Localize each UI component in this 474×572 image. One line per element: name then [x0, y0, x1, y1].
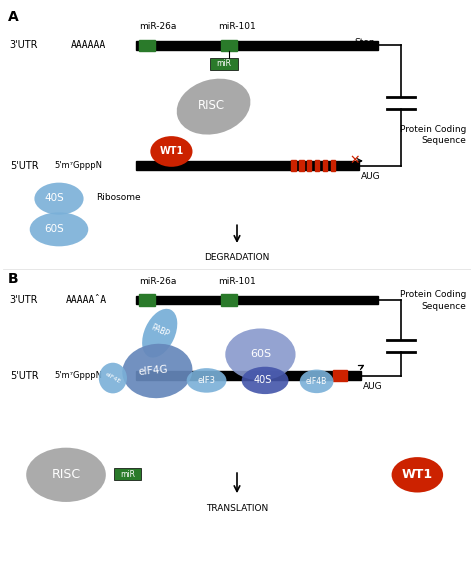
- Text: eIF4G: eIF4G: [137, 365, 168, 378]
- Text: eIF4B: eIF4B: [306, 377, 327, 386]
- Text: Stop: Stop: [354, 38, 375, 47]
- Ellipse shape: [35, 182, 83, 214]
- Bar: [137, 371, 361, 380]
- Text: miR: miR: [217, 59, 231, 68]
- Bar: [220, 39, 237, 51]
- Ellipse shape: [392, 457, 443, 492]
- Text: WT1: WT1: [402, 468, 433, 481]
- Text: RISC: RISC: [198, 99, 225, 112]
- FancyBboxPatch shape: [210, 58, 238, 70]
- Text: TRANSLATION: TRANSLATION: [206, 504, 268, 513]
- Text: WT1: WT1: [159, 146, 183, 157]
- Text: RISC: RISC: [52, 468, 81, 481]
- Ellipse shape: [26, 448, 106, 502]
- Text: miR: miR: [120, 470, 135, 479]
- Text: Protein Coding
Sequence: Protein Coding Sequence: [400, 290, 466, 311]
- Ellipse shape: [177, 78, 250, 134]
- Bar: [220, 295, 237, 306]
- Bar: [307, 160, 311, 171]
- Bar: [137, 41, 377, 50]
- Ellipse shape: [187, 368, 227, 393]
- Text: miR-101: miR-101: [218, 277, 256, 286]
- Text: AUG: AUG: [363, 382, 382, 391]
- Text: AAAAAˆA: AAAAAˆA: [66, 295, 107, 305]
- Text: miR-101: miR-101: [218, 22, 256, 31]
- Ellipse shape: [242, 367, 289, 394]
- Bar: [299, 160, 303, 171]
- Text: PABP: PABP: [149, 323, 170, 339]
- Ellipse shape: [300, 370, 334, 393]
- Text: 3'UTR: 3'UTR: [10, 295, 38, 305]
- Text: 40S: 40S: [254, 375, 272, 386]
- Text: 3'UTR: 3'UTR: [10, 40, 38, 50]
- Text: DEGRADATION: DEGRADATION: [204, 253, 270, 262]
- Text: 5'm⁷GpppN: 5'm⁷GpppN: [55, 371, 102, 380]
- Bar: [331, 160, 336, 171]
- Text: miR-26a: miR-26a: [139, 22, 176, 31]
- Bar: [315, 160, 319, 171]
- Text: 60S: 60S: [45, 224, 64, 235]
- Text: AAAAAA: AAAAAA: [71, 40, 106, 50]
- Text: B: B: [8, 272, 18, 286]
- Text: 40S: 40S: [45, 193, 64, 202]
- Ellipse shape: [225, 328, 296, 380]
- Ellipse shape: [142, 309, 177, 358]
- Text: ✕: ✕: [350, 154, 360, 168]
- Bar: [137, 296, 377, 304]
- Text: 5'm⁷GpppN: 5'm⁷GpppN: [55, 161, 102, 170]
- Text: AUG: AUG: [361, 172, 381, 181]
- Bar: [138, 39, 155, 51]
- Text: Ribosome: Ribosome: [97, 193, 141, 202]
- Text: A: A: [8, 10, 18, 24]
- Text: 60S: 60S: [250, 349, 271, 359]
- Ellipse shape: [150, 136, 192, 167]
- Text: Protein Coding
Sequence: Protein Coding Sequence: [400, 125, 466, 145]
- Text: eIF3: eIF3: [198, 376, 216, 385]
- Ellipse shape: [99, 363, 127, 394]
- FancyBboxPatch shape: [114, 468, 140, 480]
- Bar: [333, 370, 347, 382]
- Text: eIF4E: eIF4E: [104, 372, 122, 384]
- Text: miR-26a: miR-26a: [139, 277, 176, 286]
- Ellipse shape: [122, 344, 192, 398]
- Bar: [323, 160, 328, 171]
- Bar: [137, 161, 359, 170]
- Text: 5'UTR: 5'UTR: [10, 371, 38, 381]
- Bar: [138, 295, 155, 306]
- Text: 5'UTR: 5'UTR: [10, 161, 38, 170]
- Ellipse shape: [30, 212, 88, 247]
- Bar: [291, 160, 296, 171]
